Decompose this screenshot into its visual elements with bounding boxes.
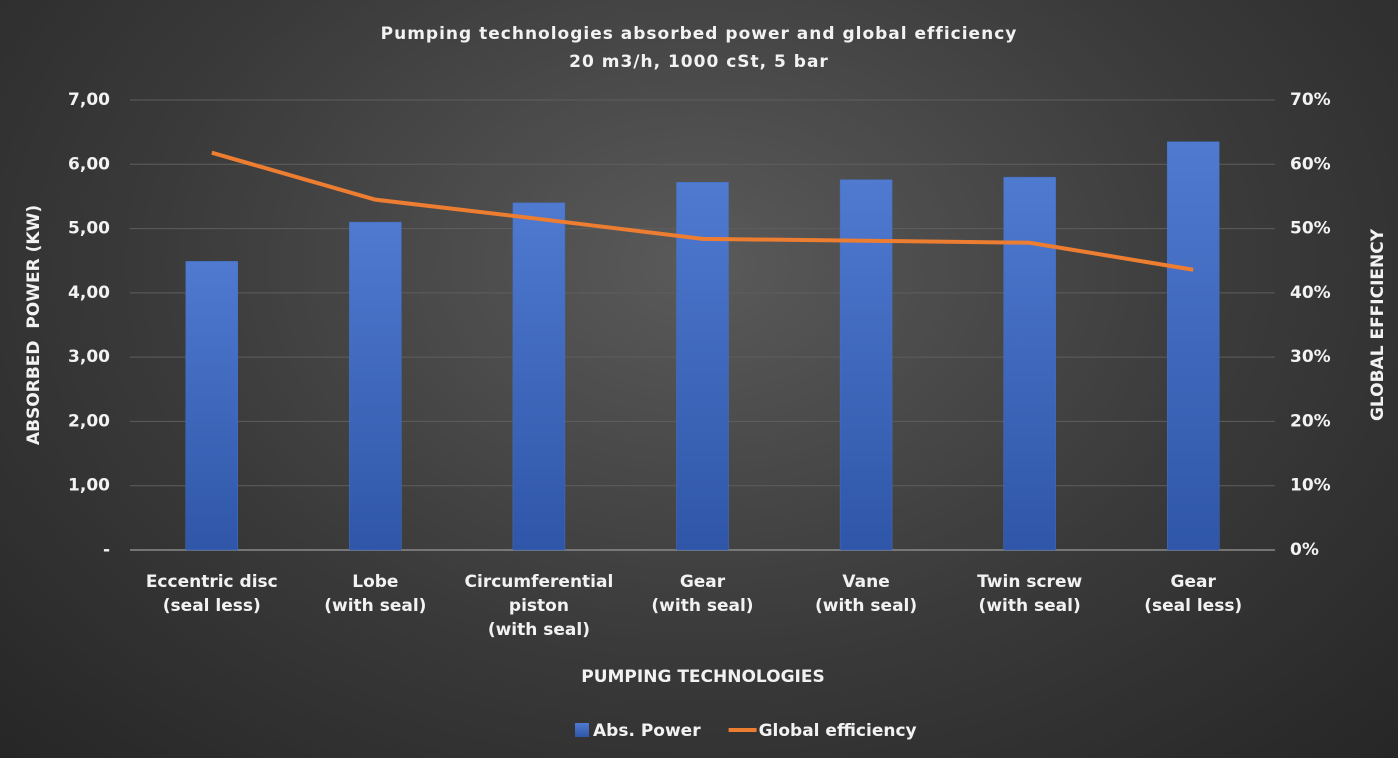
y-tick-label: 3,00 [68,347,110,367]
x-tick-label: Gear (seal less) [1144,572,1243,616]
legend-label: Global efficiency [759,721,917,741]
legend-swatch [575,723,589,737]
y2-tick-label: 10% [1290,476,1331,496]
bar [349,221,402,551]
y-tick-label: 4,00 [68,283,110,303]
bar [1166,141,1220,551]
x-tick-label: Lobe (with seal) [324,572,427,616]
bar [1003,176,1056,551]
x-tick-label: Gear (with seal) [651,572,754,616]
x-tick-label: Vane (with seal) [814,572,918,616]
y2-tick-label: 20% [1290,411,1331,431]
y-tick-label: - [103,540,110,560]
y-tick-label: 1,00 [68,476,110,496]
x-tick-label: Circumferential piston (with seal) [464,572,614,640]
y-axis-label: ABSORBED POWER (KW) [24,205,44,445]
y2-tick-label: 30% [1290,347,1331,367]
legend-label: Abs. Power [593,721,701,741]
y2-tick-label: 70% [1290,90,1331,110]
bar [185,261,239,551]
y2-tick-label: 50% [1290,219,1331,239]
y-tick-label: 5,00 [68,219,110,239]
y2-tick-label: 0% [1290,540,1319,560]
bar [676,182,729,551]
bar [839,179,893,551]
y2-tick-label: 40% [1290,283,1331,303]
y-tick-label: 2,00 [68,411,110,431]
x-axis-label: PUMPING TECHNOLOGIES [581,667,824,687]
chart-subtitle: 20 m3/h, 1000 cSt, 5 bar [569,52,829,72]
x-tick-label: Twin screw (with seal) [977,572,1083,616]
chart-title: Pumping technologies absorbed power and … [381,24,1018,44]
line [211,150,1194,272]
y-tick-label: 6,00 [68,154,110,174]
y2-axis-label: GLOBAL EFFICIENCY [1368,228,1388,421]
bar [512,202,566,551]
y2-tick-label: 60% [1290,154,1331,174]
y-tick-label: 7,00 [68,90,110,110]
x-tick-label: Eccentric disc (seal less) [145,572,278,616]
